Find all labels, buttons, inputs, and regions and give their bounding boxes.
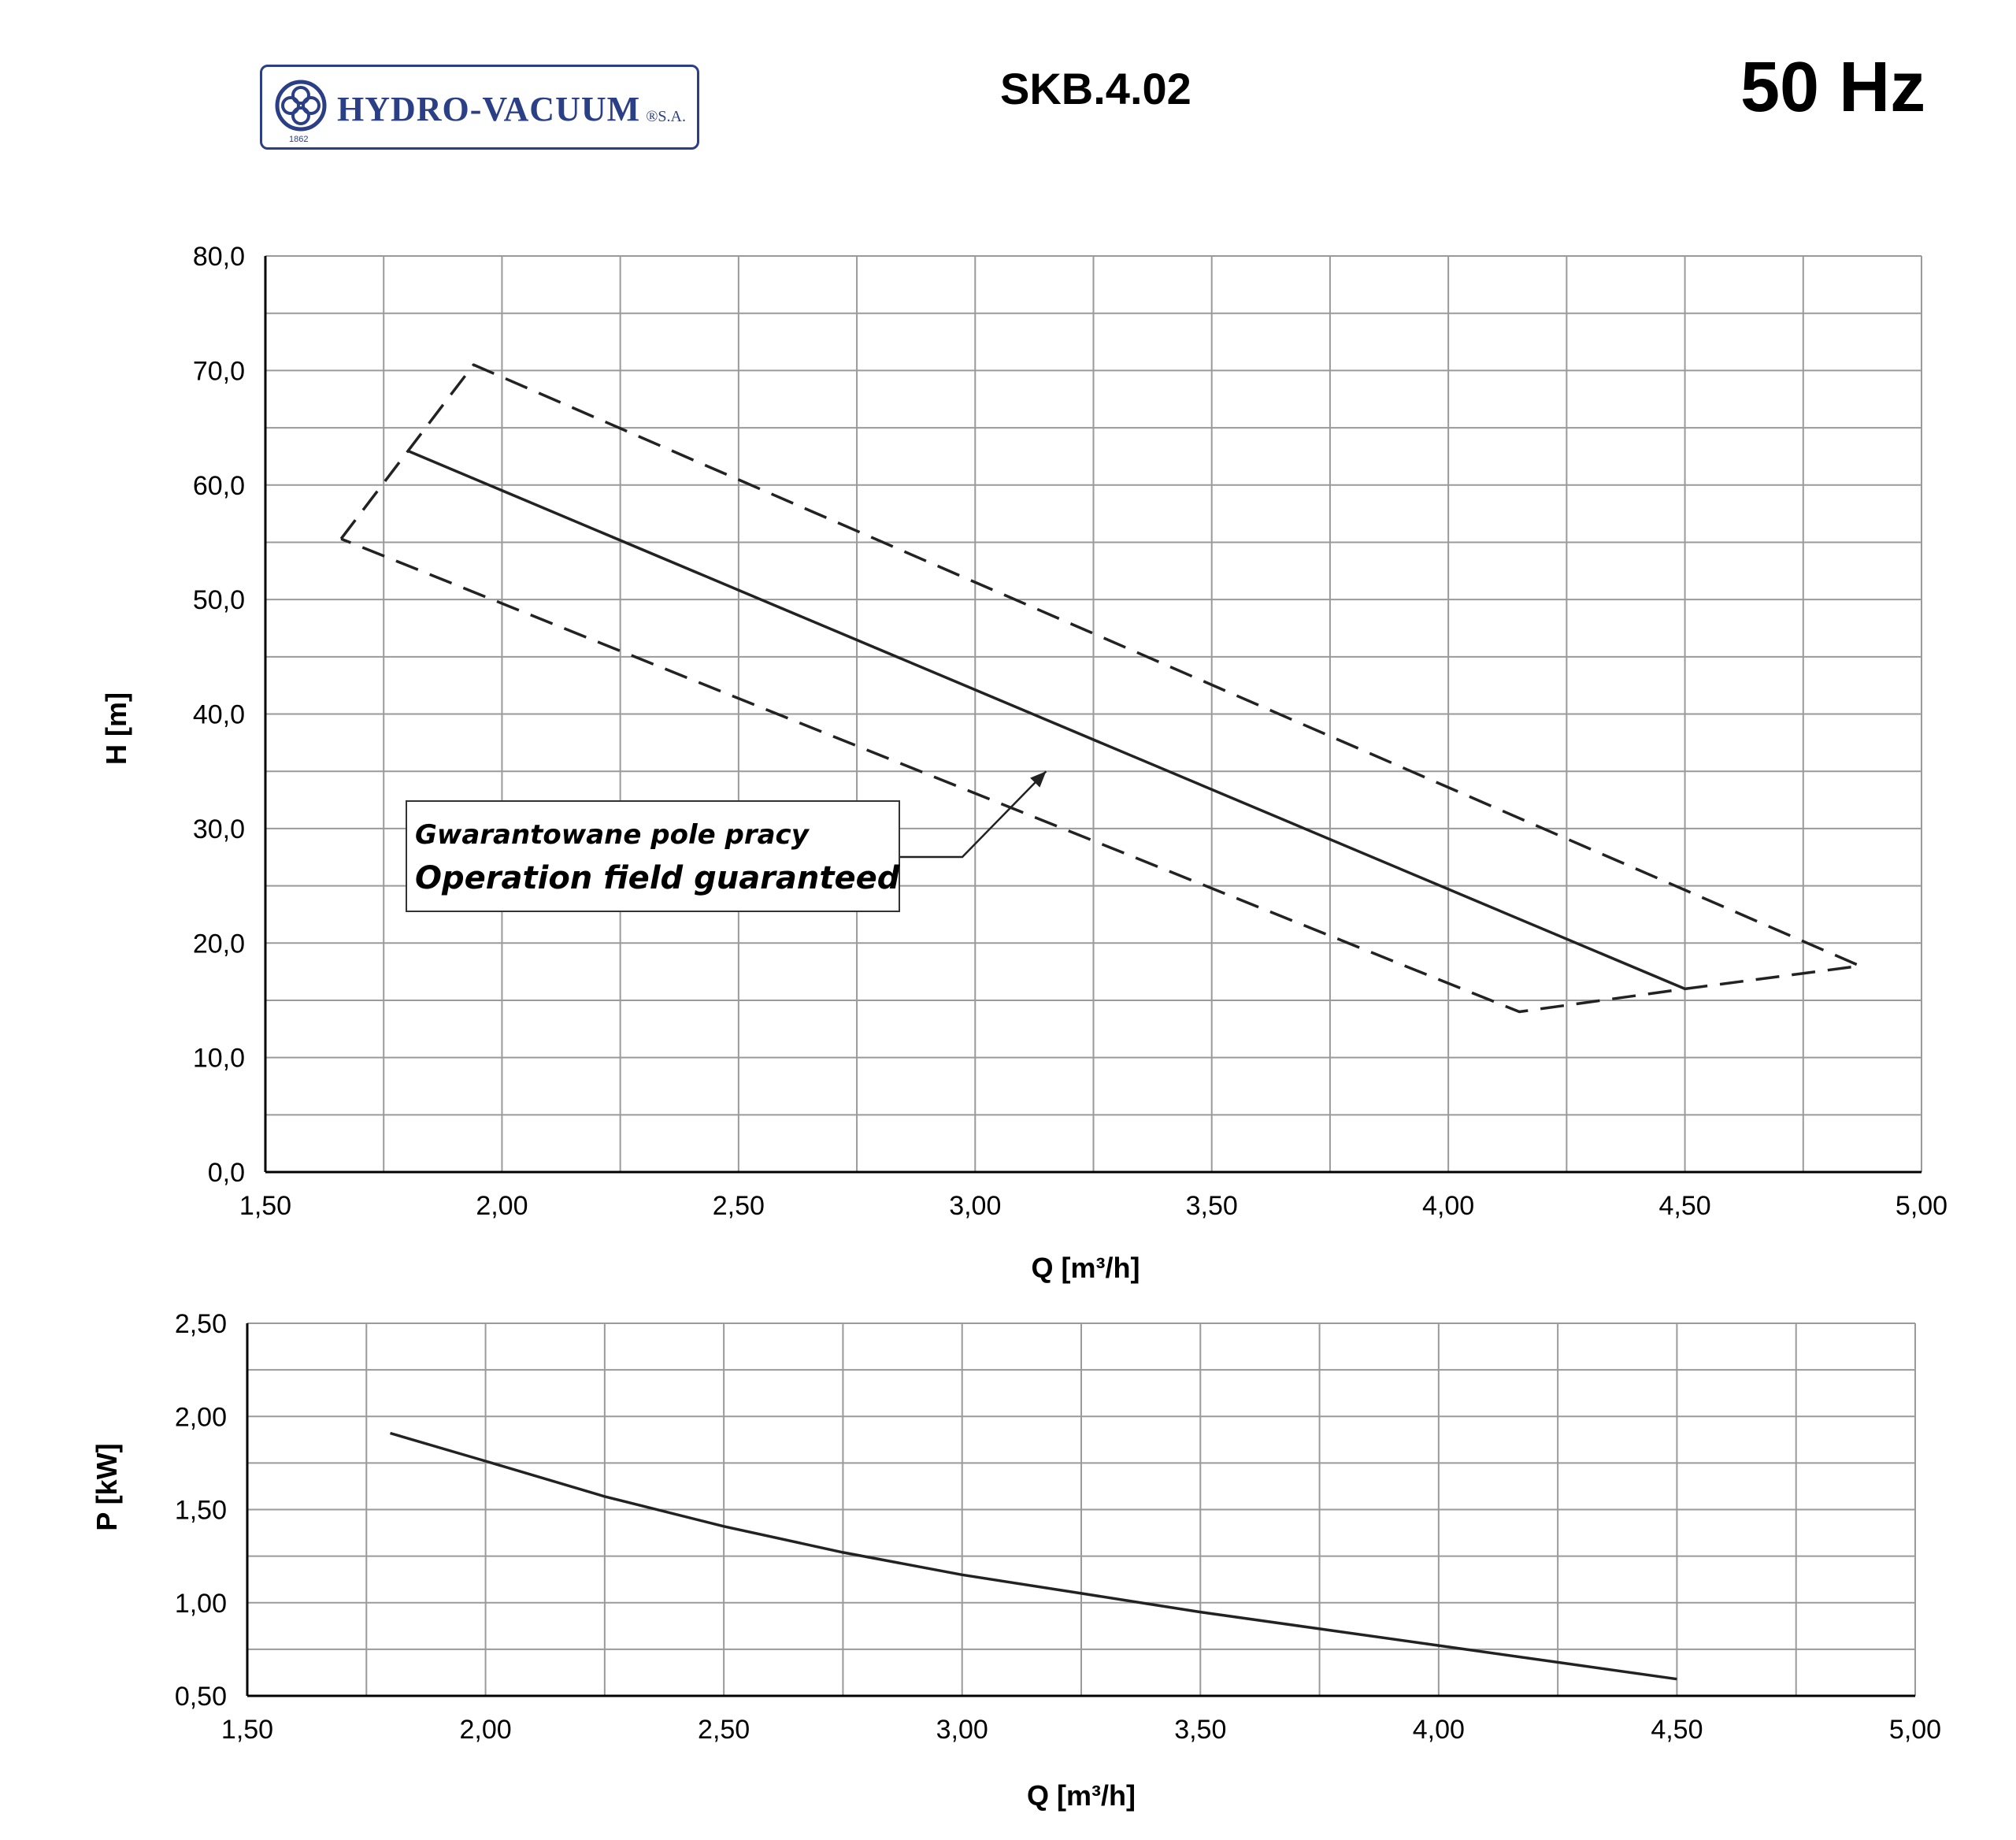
pq-y-tick-label: 1,50 (175, 1496, 227, 1526)
hq-y-tick-label: 30,0 (193, 814, 245, 844)
hq-x-axis-title: Q [m³/h] (1032, 1252, 1140, 1284)
annotation-box: Gwarantowane pole pracy Operation field … (406, 800, 900, 912)
pq-x-axis-title: Q [m³/h] (1027, 1779, 1136, 1812)
logo-suffix: ®S.A. (646, 108, 686, 125)
hq-y-tick-label: 10,0 (193, 1044, 245, 1074)
pq-y-tick-label: 2,00 (175, 1402, 227, 1432)
pq-x-tick-label: 4,50 (1651, 1715, 1703, 1745)
annotation-arrowhead (1030, 771, 1047, 788)
model-title: SKB.4.02 (1000, 64, 1191, 113)
hq-x-tick-label: 4,50 (1658, 1191, 1710, 1221)
pq-x-tick-label: 4,00 (1413, 1715, 1465, 1745)
hq-curve (406, 449, 1686, 991)
hq-y-tick-label: 0,0 (208, 1158, 245, 1188)
hq-x-tick-label: 5,00 (1896, 1191, 1947, 1221)
pq-x-tick-label: 2,50 (698, 1715, 750, 1745)
pq-y-tick-label: 0,50 (175, 1682, 227, 1712)
logo-name: HYDRO-VACUUM (337, 90, 641, 128)
annotation-line-2: Operation field guaranteed (415, 860, 900, 896)
hq-y-tick-label: 40,0 (193, 700, 245, 730)
logo-emblem-icon (275, 80, 327, 132)
hq-x-tick-label: 3,50 (1186, 1191, 1238, 1221)
pq-y-tick-label: 2,50 (175, 1309, 227, 1339)
hq-x-tick-label: 1,50 (239, 1191, 291, 1221)
hq-guaranteed-field-boundary (339, 363, 1862, 1014)
hq-y-tick-label: 70,0 (193, 356, 245, 386)
hq-x-tick-label: 3,00 (949, 1191, 1001, 1221)
pq-x-tick-label: 5,00 (1889, 1715, 1941, 1745)
pq-x-tick-label: 1,50 (221, 1715, 273, 1745)
hq-x-tick-label: 2,50 (713, 1191, 765, 1221)
logo-year: 1862 (289, 135, 309, 144)
hq-y-tick-label: 60,0 (193, 471, 245, 501)
annotation-line-1: Gwarantowane pole pracy (415, 819, 809, 851)
pq-y-tick-label: 1,00 (175, 1589, 227, 1619)
hq-y-tick-label: 80,0 (193, 242, 245, 272)
hq-x-tick-label: 2,00 (476, 1191, 528, 1221)
pq-x-tick-label: 3,00 (936, 1715, 988, 1745)
pq-curve (390, 1431, 1677, 1681)
pq-y-axis-title: P [kW] (91, 1443, 123, 1530)
hq-y-tick-label: 50,0 (193, 585, 245, 615)
hq-x-tick-label: 4,00 (1422, 1191, 1474, 1221)
pq-x-tick-label: 3,50 (1174, 1715, 1226, 1745)
annotation-leader (900, 770, 1047, 859)
pq-x-tick-label: 2,00 (459, 1715, 511, 1745)
frequency-label: 50 Hz (1740, 48, 1926, 127)
hq-y-tick-label: 20,0 (193, 929, 245, 959)
company-logo: HYDRO-VACUUM ®S.A. 1862 (260, 65, 699, 150)
hq-y-axis-title: H [m] (100, 692, 132, 765)
